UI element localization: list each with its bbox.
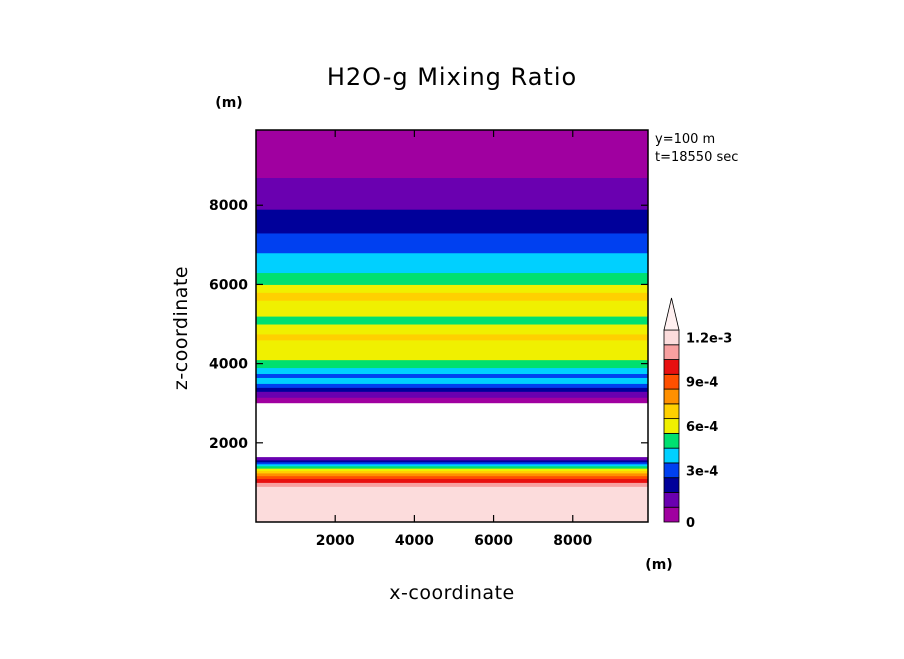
contour-band bbox=[256, 486, 648, 523]
x-axis-ticks: 2000 4000 6000 8000 bbox=[316, 130, 593, 549]
info-line-y: y=100 m bbox=[655, 132, 715, 147]
contour-band bbox=[256, 284, 648, 293]
y-tick-label: 6000 bbox=[209, 277, 248, 293]
x-tick-label: 6000 bbox=[474, 533, 513, 549]
y-unit-label: (m) bbox=[215, 95, 242, 111]
x-tick-label: 4000 bbox=[395, 533, 434, 549]
colorbar-swatch bbox=[663, 432, 680, 449]
contour-band bbox=[256, 300, 648, 317]
contour-band bbox=[256, 387, 648, 392]
colorbar: 0 3e-4 6e-4 9e-4 1.2e-3 bbox=[663, 297, 732, 531]
colorbar-label: 1.2e-3 bbox=[686, 331, 732, 346]
colorbar-label: 6e-4 bbox=[686, 420, 718, 435]
colorbar-swatch bbox=[663, 447, 680, 464]
no-fill-region bbox=[256, 403, 648, 458]
plot-field bbox=[256, 130, 648, 523]
contour-band bbox=[256, 339, 648, 361]
contour-band bbox=[256, 373, 648, 378]
colorbar-swatch bbox=[663, 506, 680, 523]
contour-band bbox=[256, 272, 648, 285]
y-tick-label: 2000 bbox=[209, 436, 248, 452]
colorbar-label: 3e-4 bbox=[686, 464, 718, 479]
contour-band bbox=[256, 209, 648, 234]
contour-band bbox=[256, 463, 648, 467]
contour-band bbox=[256, 377, 648, 384]
contour-band bbox=[256, 324, 648, 335]
x-unit-label: (m) bbox=[645, 557, 672, 573]
y-tick-label: 8000 bbox=[209, 198, 248, 214]
contour-band bbox=[256, 333, 648, 341]
colorbar-swatch bbox=[663, 373, 680, 390]
contour-band bbox=[256, 478, 648, 483]
colorbar-swatch bbox=[663, 477, 680, 493]
contour-band bbox=[256, 367, 648, 375]
contour-band bbox=[256, 472, 648, 477]
contour-band bbox=[256, 359, 648, 369]
contour-band bbox=[256, 383, 648, 388]
colorbar-swatch bbox=[663, 418, 680, 434]
colorbar-swatch bbox=[663, 329, 680, 346]
contour-band bbox=[256, 316, 648, 325]
colorbar-swatch bbox=[663, 359, 680, 375]
contour-band bbox=[256, 397, 648, 404]
info-line-t: t=18550 sec bbox=[655, 150, 738, 165]
contour-band bbox=[256, 391, 648, 398]
colorbar-swatch bbox=[663, 388, 680, 405]
colorbar-extend-triangle bbox=[663, 297, 680, 331]
contour-band bbox=[256, 475, 648, 479]
colorbar-swatch bbox=[663, 492, 680, 508]
colorbar-swatch bbox=[663, 403, 680, 420]
colorbar-label: 9e-4 bbox=[686, 376, 718, 391]
contour-band bbox=[256, 459, 648, 463]
contour-band bbox=[256, 465, 648, 469]
x-axis-label: x-coordinate bbox=[389, 582, 514, 604]
contour-band bbox=[256, 177, 648, 210]
x-tick-label: 8000 bbox=[553, 533, 592, 549]
plot-frame bbox=[255, 129, 649, 523]
contour-band bbox=[256, 468, 648, 472]
contour-band bbox=[256, 482, 648, 487]
y-axis-label: z-coordinate bbox=[170, 266, 192, 390]
contour-band bbox=[256, 232, 648, 254]
y-axis-ticks: 2000 4000 6000 8000 bbox=[209, 198, 648, 452]
contour-band bbox=[256, 292, 648, 301]
colorbar-label: 0 bbox=[686, 516, 695, 531]
contour-band bbox=[256, 130, 648, 179]
colorbar-swatch bbox=[663, 344, 680, 360]
y-tick-label: 4000 bbox=[209, 357, 248, 373]
chart-title: H2O-g Mixing Ratio bbox=[327, 63, 577, 91]
contour-band bbox=[256, 461, 648, 465]
contour-band bbox=[256, 252, 648, 274]
colorbar-swatch bbox=[663, 462, 680, 479]
contour-band bbox=[256, 470, 648, 474]
x-tick-label: 2000 bbox=[316, 533, 355, 549]
contour-band bbox=[256, 457, 648, 461]
